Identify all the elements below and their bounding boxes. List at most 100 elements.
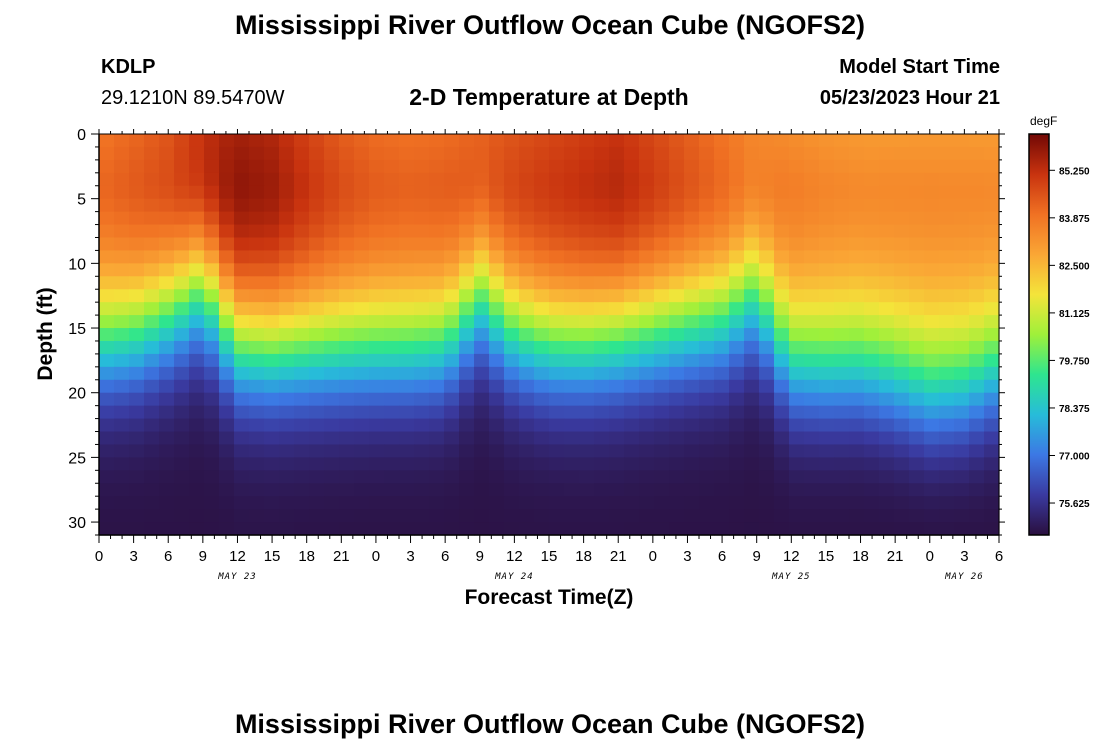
heatmap-cell [294,302,310,316]
heatmap-cell [279,328,295,342]
heatmap-cell [204,237,220,252]
heatmap-cell [369,328,385,342]
heatmap-cell [864,496,880,510]
heatmap-cell [834,237,850,252]
x-tick-label: 15 [264,548,281,565]
heatmap-cell [579,405,595,420]
heatmap-cell [849,185,865,200]
heatmap-cell [339,185,355,200]
heatmap-cell [429,328,445,342]
heatmap-cell [279,470,295,484]
heatmap-cell [729,263,745,277]
heatmap-cell [519,392,535,407]
heatmap-cell [639,418,655,433]
heatmap-cell [654,470,670,484]
heatmap-cell [399,172,415,187]
heatmap-cell [699,315,715,329]
x-tick-label: 6 [164,548,172,565]
heatmap-cell [564,159,580,174]
heatmap-cell [939,340,955,355]
heatmap-cell [984,276,1000,290]
heatmap-cell [144,405,160,420]
heatmap-cell [594,302,610,316]
heatmap-cell [534,302,550,316]
heatmap-cell [279,522,295,536]
heatmap-cell [744,496,760,510]
heatmap-cell [714,392,730,407]
heatmap-cell [129,392,145,407]
heatmap-cell [429,172,445,187]
heatmap-cell [459,379,475,394]
heatmap-cell [639,457,655,471]
heatmap-cell [159,250,175,264]
heatmap-cell [444,379,460,394]
heatmap-cell [654,328,670,342]
heatmap-cell [954,457,970,471]
heatmap-cell [864,315,880,329]
heatmap-cell [774,315,790,329]
y-tick-label: 10 [68,256,86,273]
heatmap-cell [294,134,310,148]
heatmap-cell [189,198,205,213]
heatmap-cell [714,483,730,497]
heatmap-cell [579,276,595,290]
heatmap-cell [969,302,985,316]
heatmap-cell [414,366,430,381]
heatmap-cell [729,353,745,368]
heatmap-cell [579,159,595,174]
heatmap-cell [174,263,190,277]
heatmap-cell [789,302,805,316]
heatmap-cell [324,276,340,290]
heatmap-cell [474,172,490,187]
heatmap-cell [99,263,115,277]
heatmap-cell [414,444,430,458]
heatmap-cell [624,263,640,277]
heatmap-cell [744,418,760,433]
heatmap-cell [939,418,955,433]
heatmap-cell [579,289,595,303]
heatmap-cell [99,185,115,200]
heatmap-cell [444,211,460,226]
heatmap-cell [774,224,790,239]
heatmap-cell [654,302,670,316]
heatmap-cell [414,379,430,394]
heatmap-cell [684,146,700,161]
heatmap-cell [984,340,1000,355]
heatmap-cell [414,522,430,536]
heatmap-cell [864,392,880,407]
heatmap-cell [159,315,175,329]
heatmap-cell [489,496,505,510]
heatmap-cell [519,172,535,187]
heatmap-cell [354,146,370,161]
heatmap-cell [549,392,565,407]
heatmap-cell [369,224,385,239]
heatmap-cell [924,418,940,433]
heatmap-cell [474,159,490,174]
heatmap-cell [129,431,145,446]
heatmap-cell [924,444,940,458]
heatmap-cell [159,211,175,226]
heatmap-cell [579,224,595,239]
heatmap-cell [939,366,955,381]
heatmap-cell [384,509,400,523]
heatmap-cell [774,496,790,510]
heatmap-cell [759,392,775,407]
heatmap-cell [909,172,925,187]
heatmap-cell [354,211,370,226]
heatmap-cell [594,444,610,458]
heatmap-cell [429,444,445,458]
colorbar-tick-label: 81.125 [1059,309,1090,320]
heatmap-cell [549,444,565,458]
heatmap-cell [459,418,475,433]
heatmap-cell [309,146,325,161]
heatmap-cell [534,379,550,394]
heatmap-cell [924,379,940,394]
heatmap-cell [489,405,505,420]
heatmap-cell [189,224,205,239]
heatmap-cell [819,172,835,187]
heatmap-cell [399,211,415,226]
heatmap-cell [804,340,820,355]
heatmap-cell [969,250,985,264]
heatmap-cell [429,418,445,433]
